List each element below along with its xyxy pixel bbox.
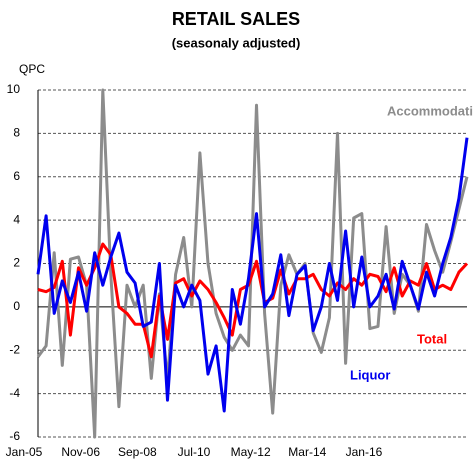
y-tick-label: 8 bbox=[13, 126, 20, 140]
x-tick-label: Jan-05 bbox=[6, 445, 43, 459]
y-axis-label: QPC bbox=[19, 62, 45, 76]
series-label: Liquor bbox=[350, 367, 390, 382]
y-tick-label: -4 bbox=[9, 386, 20, 400]
x-tick-label: Jul-10 bbox=[178, 445, 211, 459]
series-line bbox=[37, 242, 469, 359]
y-tick-label: 4 bbox=[13, 212, 20, 226]
chart-subtitle: (seasonaly adjusted) bbox=[172, 35, 301, 50]
series-label: Total bbox=[417, 331, 447, 346]
series-label: Accommodation bbox=[387, 103, 473, 118]
y-tick-label: -6 bbox=[9, 429, 20, 443]
chart-title: RETAIL SALES bbox=[172, 9, 300, 29]
y-tick-label: 2 bbox=[13, 256, 20, 270]
x-tick-label: Mar-14 bbox=[288, 445, 326, 459]
x-tick-label: Sep-08 bbox=[118, 445, 157, 459]
x-tick-label: Jan-16 bbox=[346, 445, 383, 459]
x-tick-label: Nov-06 bbox=[61, 445, 100, 459]
y-tick-label: 0 bbox=[13, 299, 20, 313]
x-tick-label: May-12 bbox=[231, 445, 271, 459]
y-tick-label: -2 bbox=[9, 342, 20, 356]
series-line bbox=[36, 137, 469, 413]
y-tick-label: 6 bbox=[13, 169, 20, 183]
y-tick-label: 10 bbox=[7, 82, 21, 96]
